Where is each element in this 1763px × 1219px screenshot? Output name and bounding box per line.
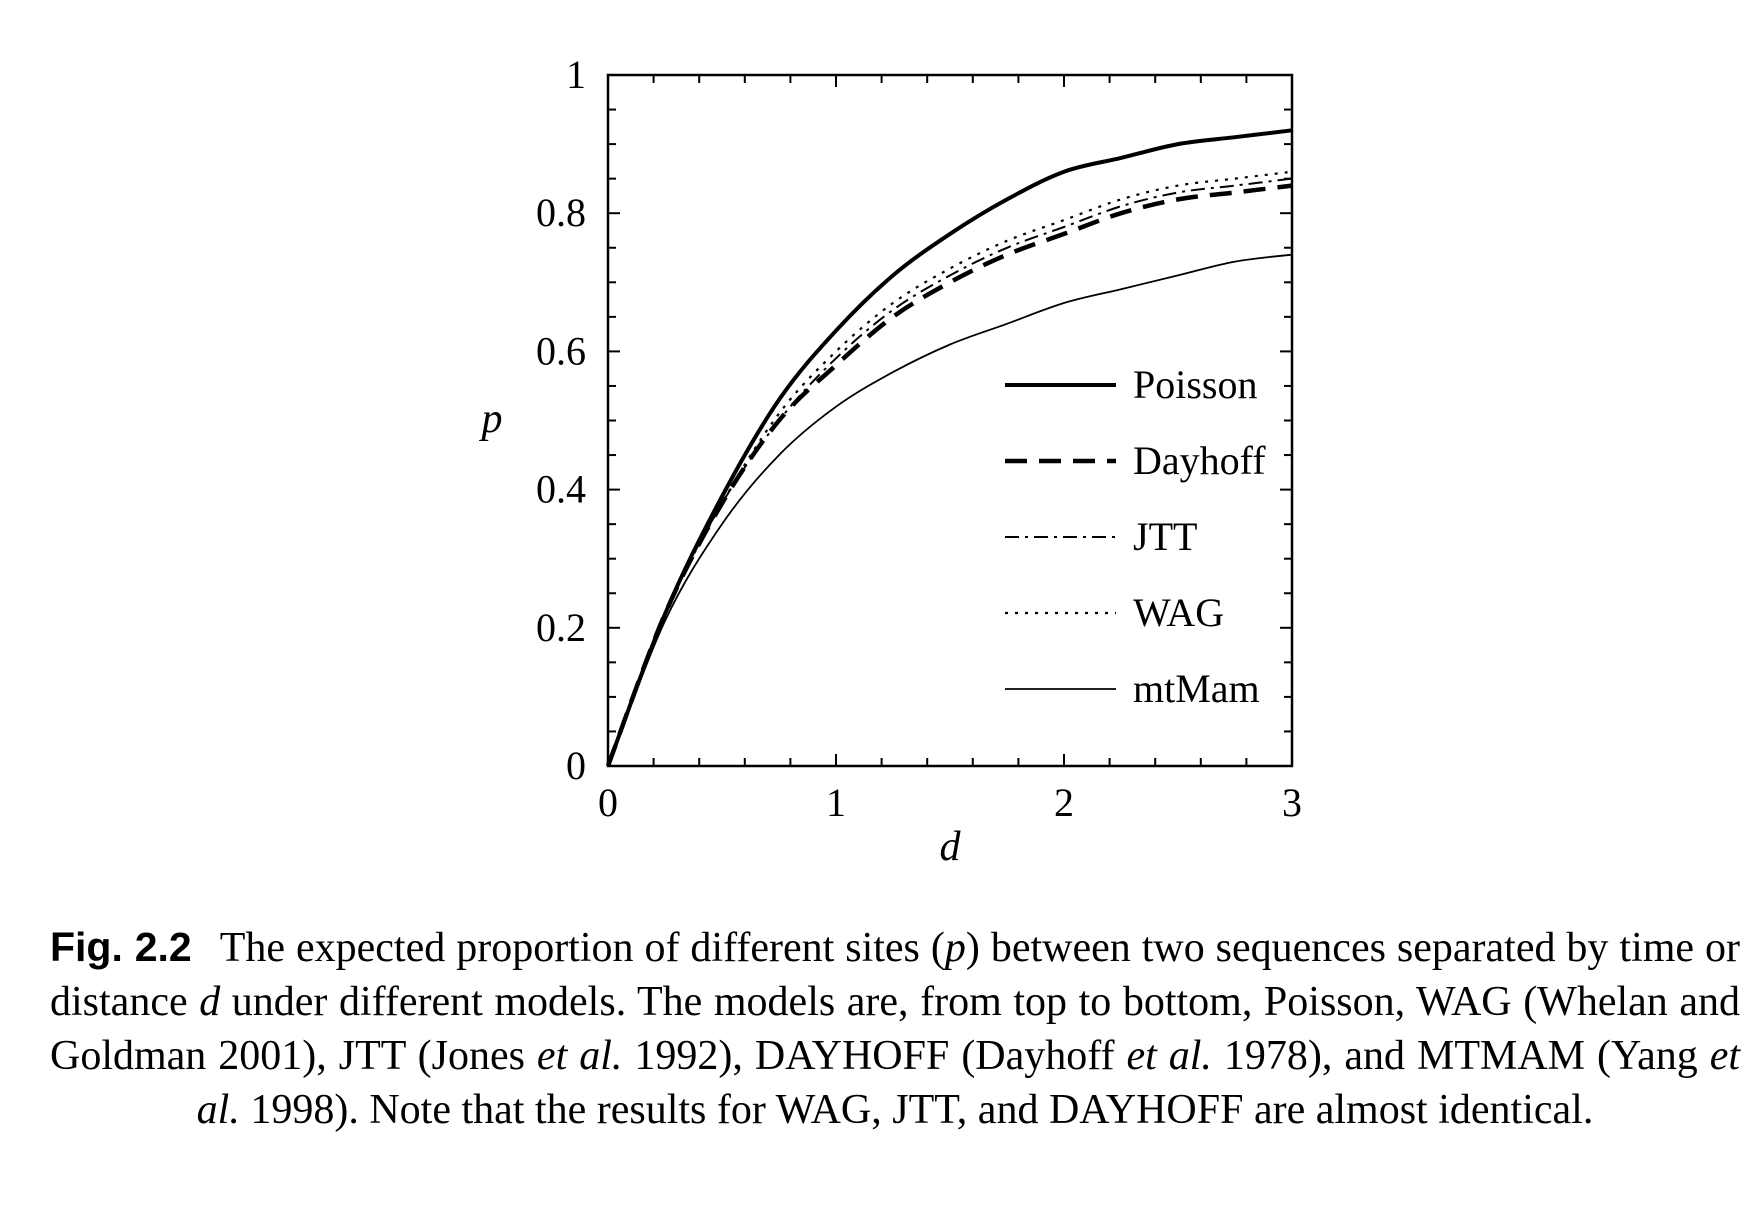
series-line-mtmam xyxy=(607,253,1293,767)
axes-layer: 0 0.2 0.4 0.6 0.8 1 0 1 2 3 xyxy=(536,52,1302,825)
y-tick-label: 0 xyxy=(566,743,586,788)
caption-var-d: d xyxy=(199,979,221,1025)
caption-text-4: 1992), DAYHOFF (Dayhoff xyxy=(622,1033,1127,1079)
caption-text-3: under different models. The models are, … xyxy=(50,979,1740,1079)
legend-label-mtmam: mtMam xyxy=(1133,666,1260,711)
legend-label-wag: WAG xyxy=(1133,590,1224,635)
caption-etal-3: et al. xyxy=(196,1033,1741,1133)
legend: Poisson Dayhoff JTT WAG mtMam xyxy=(1005,362,1266,711)
y-axis-label: p xyxy=(479,396,503,442)
y-tick-label: 0.6 xyxy=(536,328,586,373)
x-tick-label: 1 xyxy=(826,780,846,825)
plot-frame xyxy=(606,73,1294,768)
caption-text-6: 1998). Note that the results for WAG, JT… xyxy=(239,1087,1594,1133)
caption-etal-2: et al. xyxy=(1126,1033,1212,1079)
series-line-wag xyxy=(606,170,1293,767)
x-axis-label: d xyxy=(940,824,962,870)
figure-label: Fig. 2.2 xyxy=(50,924,192,970)
caption-text-5: 1978), and MTMAM (Yang xyxy=(1211,1033,1710,1079)
series-line-dayhoff xyxy=(605,183,1293,767)
y-tick-label: 0.2 xyxy=(536,605,586,650)
caption-text-1: The expected proportion of different sit… xyxy=(219,925,945,971)
legend-label-dayhoff: Dayhoff xyxy=(1133,438,1266,483)
y-tick-label: 0.8 xyxy=(536,190,586,235)
x-tick-label: 3 xyxy=(1282,780,1302,825)
caption-var-p: p xyxy=(944,925,966,971)
series-layer xyxy=(605,128,1293,767)
series-line-jtt xyxy=(607,177,1293,767)
figure-caption: Fig. 2.2 The expected proportion of diffe… xyxy=(50,920,1740,1137)
legend-label-poisson: Poisson xyxy=(1133,362,1258,407)
y-tick-label: 1 xyxy=(566,52,586,97)
x-tick-label: 2 xyxy=(1054,780,1074,825)
y-tick-label: 0.4 xyxy=(536,467,586,512)
x-tick-label: 0 xyxy=(598,780,618,825)
caption-etal-1: et al. xyxy=(536,1033,623,1079)
legend-label-jtt: JTT xyxy=(1133,514,1197,559)
caption-text-2: ) between two sequences separated by tim… xyxy=(50,925,1741,1025)
